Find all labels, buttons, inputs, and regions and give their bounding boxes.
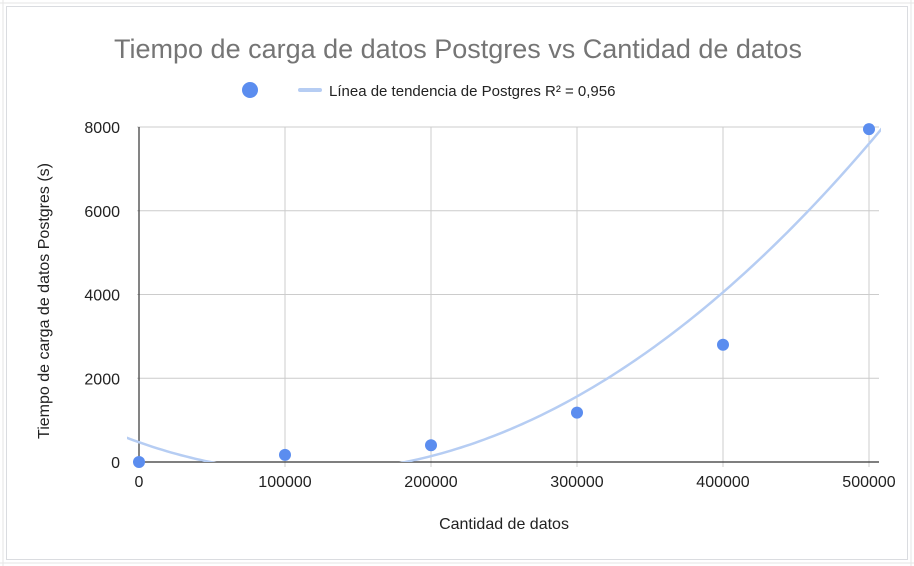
data-point[interactable] — [279, 448, 291, 461]
grid-lines — [137, 126, 879, 467]
y-axis-label: Tiempo de carga de datos Postgres (s) — [36, 163, 53, 439]
x-tick-label: 400000 — [696, 474, 749, 491]
x-tick-label: 100000 — [258, 474, 311, 491]
axes — [137, 127, 879, 467]
legend[interactable]: Línea de tendencia de Postgres R² = 0,95… — [242, 82, 615, 100]
chart-container[interactable]: Tiempo de carga de datos Postgres vs Can… — [6, 6, 908, 560]
x-tick-labels: 0 100000 200000 300000 400000 500000 — [135, 474, 896, 491]
x-axis-label: Cantidad de datos — [439, 516, 569, 533]
chart-title: Tiempo de carga de datos Postgres vs Can… — [114, 34, 802, 64]
x-tick-label: 500000 — [842, 474, 895, 491]
data-point[interactable] — [863, 123, 875, 136]
legend-label-trendline: Línea de tendencia de Postgres R² = 0,95… — [329, 83, 615, 100]
x-tick-label: 300000 — [550, 474, 603, 491]
y-tick-label: 6000 — [84, 204, 120, 221]
trendline — [127, 127, 881, 462]
x-tick-label: 200000 — [404, 474, 457, 491]
data-point[interactable] — [425, 439, 437, 452]
x-tick-label: 0 — [135, 474, 144, 491]
legend-marker-points — [242, 82, 258, 98]
data-point[interactable] — [571, 406, 583, 419]
data-points — [133, 123, 875, 468]
data-point[interactable] — [133, 456, 145, 468]
scatter-chart: Tiempo de carga de datos Postgres vs Can… — [36, 34, 896, 533]
y-tick-label: 8000 — [84, 120, 120, 137]
y-tick-label: 2000 — [84, 371, 120, 388]
y-tick-label: 0 — [111, 455, 120, 472]
y-tick-label: 4000 — [84, 288, 120, 305]
y-tick-labels: 0 2000 4000 6000 8000 — [84, 120, 120, 472]
data-point[interactable] — [717, 338, 729, 351]
trendline-layer — [127, 127, 881, 462]
